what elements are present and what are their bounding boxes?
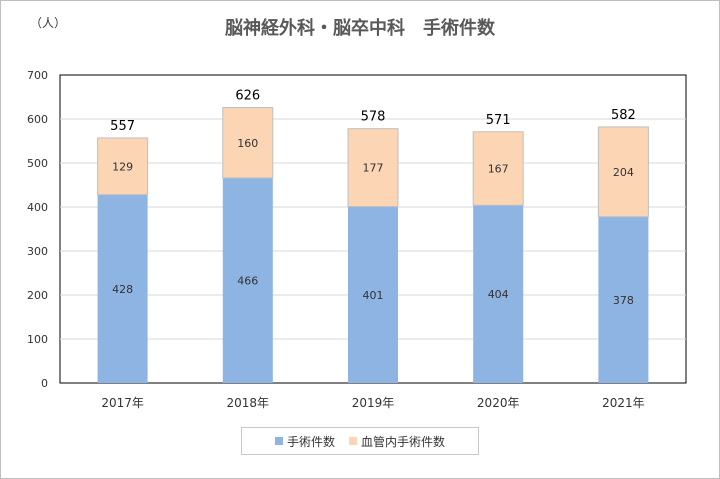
bar-segment	[97, 137, 149, 196]
y-unit-label: （人）	[30, 16, 66, 30]
bar-value-label: 129	[112, 160, 133, 173]
bar-value-label: 160	[237, 137, 258, 150]
legend-item-endovascular: 血管内手術件数	[349, 433, 445, 450]
bar-segment	[347, 128, 399, 208]
bar-segment	[222, 177, 273, 383]
bar-segment	[348, 206, 398, 383]
x-axis: 2017年 2018年 2019年 2020年 2021年	[101, 396, 644, 410]
bar-total-label: 557	[110, 119, 135, 134]
y-tick-label: 700	[27, 69, 48, 82]
bar-value-label: 167	[488, 163, 509, 176]
bar-total-label: 626	[235, 89, 260, 104]
y-tick-label: 100	[27, 333, 48, 346]
legend-swatch-endovascular	[349, 437, 357, 445]
chart-title: 脳神経外科・脳卒中科 手術件数	[225, 17, 496, 39]
bar-total-label: 571	[486, 113, 511, 128]
bar-value-label: 428	[112, 283, 133, 296]
bar-segment	[222, 107, 274, 179]
bars: 428 129 557 466 160 626 401 177 578 404 167 571 378 2…	[97, 89, 649, 383]
bar-value-label: 401	[363, 289, 384, 302]
bar-value-label: 378	[613, 294, 634, 307]
y-tick-label: 200	[27, 289, 48, 302]
bar-segment	[472, 131, 524, 206]
y-axis: 0 100 200 300 400 500 600 700	[27, 69, 48, 390]
y-tick-label: 500	[27, 157, 48, 170]
y-tick-label: 400	[27, 201, 48, 214]
bar-total-label: 578	[361, 110, 386, 125]
x-tick-label: 2021年	[602, 396, 645, 410]
x-tick-label: 2019年	[352, 396, 395, 410]
bar-segment	[473, 205, 524, 383]
y-tick-label: 300	[27, 245, 48, 258]
bar-value-label: 466	[237, 274, 258, 287]
legend-label-surgery: 手術件数	[286, 434, 335, 449]
legend-item-surgery: 手術件数	[274, 433, 335, 450]
bar-total-label: 582	[611, 108, 636, 123]
bar-segment	[97, 194, 148, 383]
legend-label-endovascular: 血管内手術件数	[361, 434, 446, 449]
bar-value-label: 404	[488, 288, 509, 301]
bar-segment	[598, 216, 649, 383]
bar-value-label: 204	[613, 166, 634, 179]
bar-value-label: 177	[363, 162, 384, 175]
legend-swatch-surgery	[274, 437, 283, 445]
x-tick-label: 2018年	[227, 396, 270, 410]
x-tick-label: 2020年	[477, 396, 520, 410]
y-tick-label: 600	[27, 113, 48, 126]
x-tick-label: 2017年	[101, 396, 144, 410]
bar-segment	[597, 126, 649, 218]
y-tick-label: 0	[41, 377, 48, 390]
legend: 手術件数 血管内手術件数	[241, 427, 479, 455]
